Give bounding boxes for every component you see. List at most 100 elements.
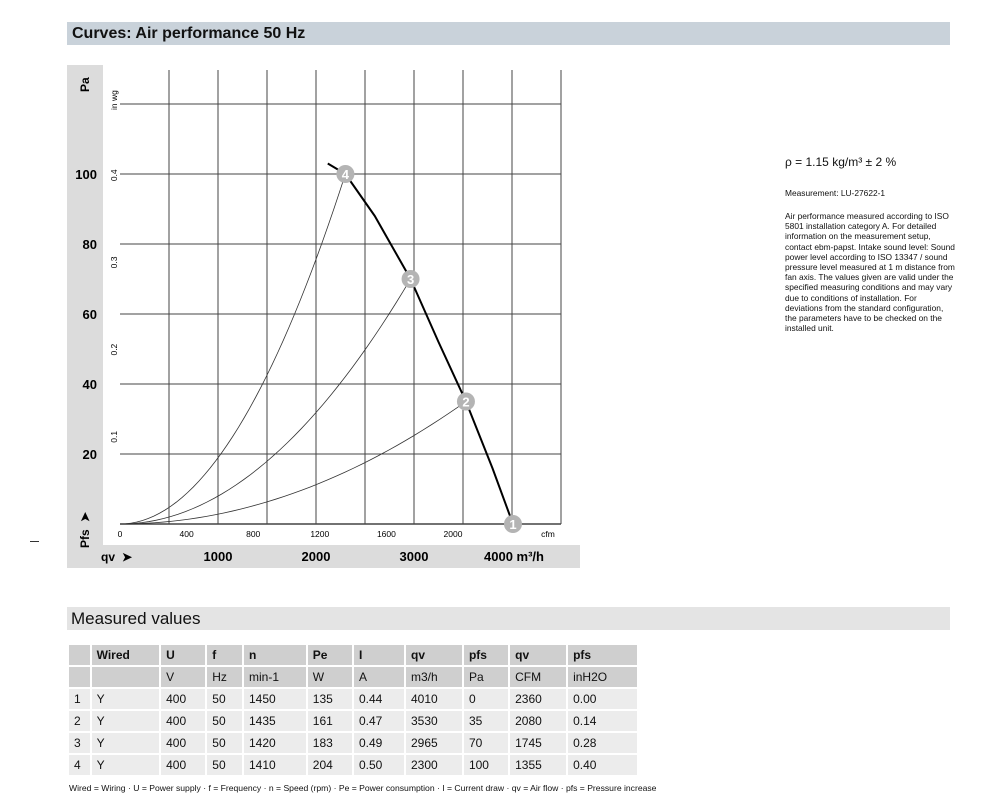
table-cell: 400 (161, 689, 206, 709)
table-cell: 4 (69, 755, 90, 775)
table-cell: Y (91, 733, 160, 753)
table-cell: 50 (207, 711, 242, 731)
table-cell: 0.14 (568, 711, 637, 731)
table-cell: 400 (161, 755, 206, 775)
system-curve (119, 278, 411, 525)
table-cell: V (161, 667, 206, 687)
x-tick-label: 2000 (302, 549, 331, 564)
air-performance-chart: 20 40 60 80 100 1000 2000 3000 4000 m³/h 0 400 800 1… (67, 65, 580, 568)
table-cell: 161 (307, 711, 352, 731)
plot-area (103, 65, 580, 545)
table-cell: 400 (161, 711, 206, 731)
arrow-right-icon: ➤ (122, 550, 133, 564)
y-tick-label: 40 (83, 377, 97, 392)
table-cell: pfs (463, 645, 509, 665)
table-cell: 1 (69, 689, 90, 709)
arrow-up-icon: ➤ (78, 511, 92, 522)
table-row: 3 Y 400 50 1420 183 0.49 2965 70 1745 0.28 (69, 733, 637, 753)
table-cell: 0.49 (353, 733, 404, 753)
table-cell: Pa (463, 667, 509, 687)
y-axis-label-bottom: Pfs (78, 529, 92, 548)
table-cell: 1410 (243, 755, 306, 775)
y-axis-label: Pa (78, 77, 92, 92)
table-cell: n (243, 645, 306, 665)
operating-point-marker (336, 165, 355, 183)
table-cell: 1745 (510, 733, 567, 753)
table-cell: qv (406, 645, 462, 665)
system-curve (119, 401, 467, 525)
table-cell: 1420 (243, 733, 306, 753)
table-cell: 0.47 (353, 711, 404, 731)
cfm-unit-label: cfm (541, 529, 555, 539)
table-cell: 50 (207, 689, 242, 709)
density-label: ρ = 1.15 kg/m³ ± 2 % (785, 155, 897, 169)
table-cell: 0.40 (568, 755, 637, 775)
table-cell (69, 645, 90, 665)
table-cell: 50 (207, 733, 242, 753)
table-cell: 0 (463, 689, 509, 709)
table-cell: Y (91, 755, 160, 775)
table-cell: 4010 (406, 689, 462, 709)
table-cell: 2360 (510, 689, 567, 709)
table-cell: 0.00 (568, 689, 637, 709)
inwg-tick-label: 0.2 (109, 343, 119, 355)
operating-point-label: 1 (509, 517, 516, 532)
y-tick-label: 60 (83, 307, 97, 322)
table-cell: 2965 (406, 733, 462, 753)
table-cell: 70 (463, 733, 509, 753)
table-cell: I (353, 645, 404, 665)
divider (30, 541, 39, 542)
table-cell: Pe (307, 645, 352, 665)
cfm-tick-label: 1600 (377, 529, 396, 539)
chart-section-title: Curves: Air performance 50 Hz (67, 22, 950, 45)
table-cell (69, 667, 90, 687)
system-curve (119, 173, 346, 525)
table-cell: 204 (307, 755, 352, 775)
table-cell: 0.50 (353, 755, 404, 775)
table-cell: 2 (69, 711, 90, 731)
table-cell (91, 667, 160, 687)
table-cell: U (161, 645, 206, 665)
table-cell: 3 (69, 733, 90, 753)
table-cell: 2300 (406, 755, 462, 775)
y-tick-label: 100 (75, 167, 97, 182)
cfm-tick-label: 400 (180, 529, 194, 539)
operating-point-label: 2 (462, 395, 469, 410)
table-cell: 135 (307, 689, 352, 709)
table-cell: 2080 (510, 711, 567, 731)
table-cell: Wired (91, 645, 160, 665)
table-footnote: Wired = Wiring · U = Power supply · f = … (69, 783, 657, 793)
inwg-tick-label: 0.1 (109, 431, 119, 443)
table-cell: inH2O (568, 667, 637, 687)
table-cell: 0.44 (353, 689, 404, 709)
y-tick-label: 20 (83, 447, 97, 462)
cfm-tick-label: 1200 (310, 529, 329, 539)
operating-point-marker (456, 392, 475, 411)
operating-point-marker (401, 270, 420, 288)
inwg-unit-label: in wg (109, 90, 119, 110)
table-row: 1 Y 400 50 1450 135 0.44 4010 0 2360 0.00 (69, 689, 637, 709)
operating-point-label: 3 (407, 272, 414, 287)
table-cell: m3/h (406, 667, 462, 687)
x-axis-label: qv (101, 550, 115, 564)
table-cell: 1450 (243, 689, 306, 709)
operating-point-label: 4 (342, 167, 350, 182)
y-tick-label: 80 (83, 237, 97, 252)
table-cell: 100 (463, 755, 509, 775)
table-cell: 0.28 (568, 733, 637, 753)
table-cell: Y (91, 689, 160, 709)
table-cell: Hz (207, 667, 242, 687)
measured-values-title: Measured values (67, 607, 950, 630)
table-cell: 35 (463, 711, 509, 731)
measurement-label: Measurement: LU-27622-1 (785, 188, 886, 198)
table-cell: min-1 (243, 667, 306, 687)
table-cell: 50 (207, 755, 242, 775)
table-cell: W (307, 667, 352, 687)
table-cell: qv (510, 645, 567, 665)
table-row: 2 Y 400 50 1435 161 0.47 3530 35 2080 0.14 (69, 711, 637, 731)
x-tick-label: 3000 (400, 549, 429, 564)
x-tick-label: 1000 (204, 549, 233, 564)
